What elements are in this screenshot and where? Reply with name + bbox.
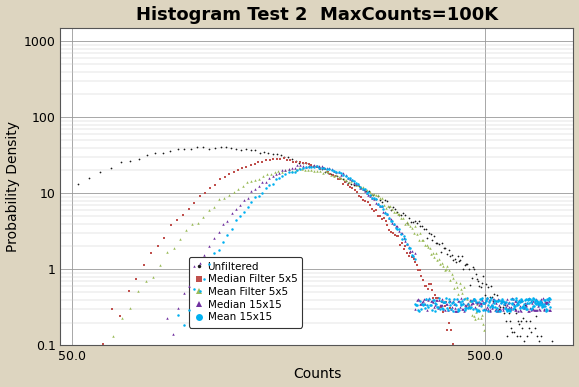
Mean 15x15 <box>523 301 530 306</box>
Median Filter 5x5 <box>449 342 456 346</box>
Median 15x15 <box>498 300 505 304</box>
Line: Median 15x15: Median 15x15 <box>125 163 551 387</box>
Median 15x15 <box>468 300 475 305</box>
Mean 15x15 <box>521 305 528 309</box>
Unfiltered <box>392 206 399 211</box>
Median Filter 5x5 <box>415 267 422 272</box>
Mean Filter 5x5 <box>376 196 383 200</box>
Line: Unfiltered: Unfiltered <box>76 145 559 387</box>
Unfiltered <box>554 375 560 380</box>
Mean Filter 5x5 <box>248 179 255 183</box>
Median Filter 5x5 <box>364 200 371 205</box>
Mean Filter 5x5 <box>481 327 488 332</box>
Unfiltered <box>200 145 207 149</box>
Line: Mean Filter 5x5: Mean Filter 5x5 <box>93 167 485 363</box>
Line: Median Filter 5x5: Median Filter 5x5 <box>93 157 454 354</box>
Median Filter 5x5 <box>280 156 287 161</box>
Unfiltered <box>549 375 556 380</box>
Unfiltered <box>540 345 547 349</box>
Median Filter 5x5 <box>445 321 452 325</box>
Median 15x15 <box>547 307 554 312</box>
X-axis label: Counts: Counts <box>293 367 341 382</box>
Mean 15x15 <box>355 181 362 186</box>
Median 15x15 <box>411 251 418 256</box>
Mean Filter 5x5 <box>157 263 164 268</box>
Mean Filter 5x5 <box>479 322 486 326</box>
Median Filter 5x5 <box>90 350 97 355</box>
Mean 15x15 <box>313 164 320 169</box>
Median Filter 5x5 <box>395 233 402 238</box>
Median 15x15 <box>478 301 485 305</box>
Unfiltered <box>74 182 81 186</box>
Mean 15x15 <box>437 298 444 303</box>
Median Filter 5x5 <box>243 165 250 170</box>
Mean Filter 5x5 <box>135 288 142 293</box>
Unfiltered <box>445 247 452 252</box>
Mean Filter 5x5 <box>90 360 97 364</box>
Mean Filter 5x5 <box>195 220 201 225</box>
Title: Histogram Test 2  MaxCounts=100K: Histogram Test 2 MaxCounts=100K <box>136 5 498 24</box>
Median 15x15 <box>483 296 490 301</box>
Unfiltered <box>426 231 433 236</box>
Line: Mean 15x15: Mean 15x15 <box>140 165 551 387</box>
Mean 15x15 <box>536 302 543 307</box>
Unfiltered <box>529 362 536 366</box>
Mean 15x15 <box>547 297 554 301</box>
Mean Filter 5x5 <box>295 166 302 171</box>
Median 15x15 <box>297 162 304 167</box>
Y-axis label: Probability Density: Probability Density <box>6 121 20 252</box>
Mean 15x15 <box>530 296 537 301</box>
Median Filter 5x5 <box>270 157 277 162</box>
Legend: Unfiltered, Median Filter 5x5, Mean Filter 5x5, Median 15x15, Mean 15x15: Unfiltered, Median Filter 5x5, Mean Filt… <box>189 257 302 327</box>
Median 15x15 <box>363 191 370 195</box>
